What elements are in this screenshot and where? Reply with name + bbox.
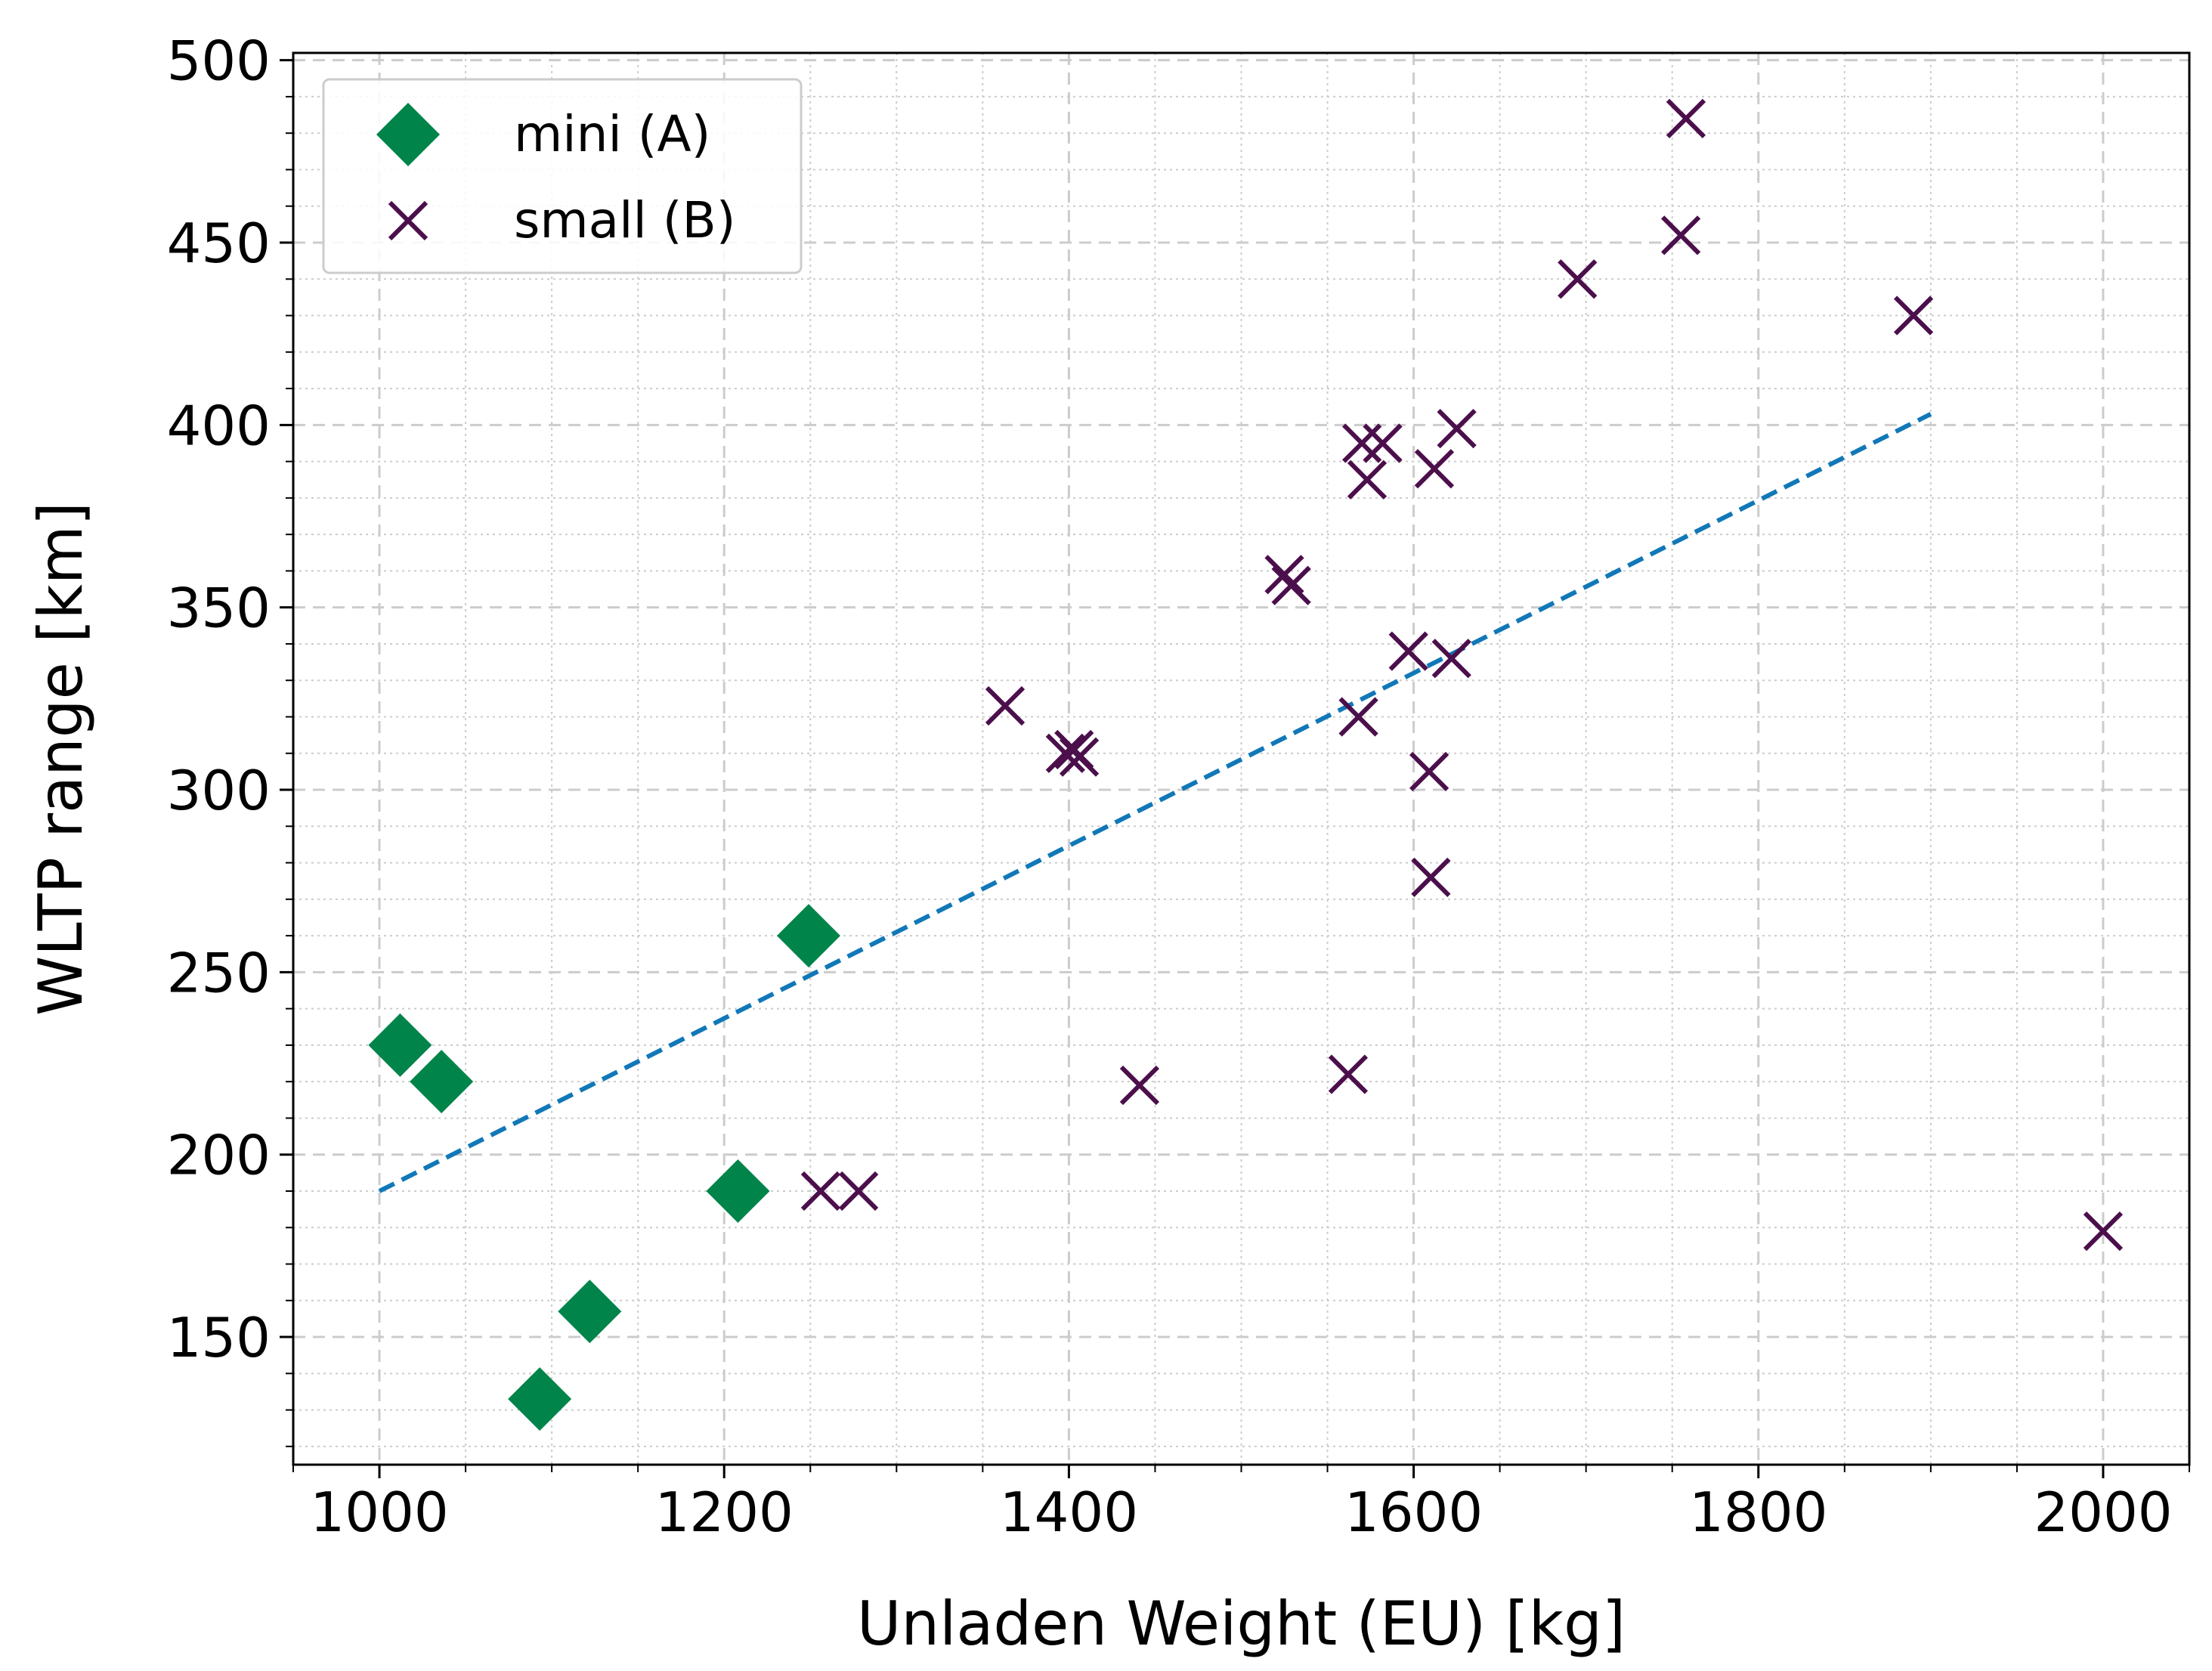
small-point bbox=[2083, 1211, 2124, 1252]
small-point bbox=[1666, 98, 1706, 139]
y-tick-label: 500 bbox=[167, 29, 271, 93]
legend: mini (A) small (B) bbox=[322, 78, 803, 274]
x-tick-label: 2000 bbox=[2034, 1481, 2172, 1544]
x-tick-label: 1000 bbox=[310, 1481, 448, 1544]
small-point bbox=[1437, 409, 1477, 449]
small-point bbox=[1388, 631, 1428, 671]
small-point bbox=[800, 1171, 841, 1211]
mini-point bbox=[368, 1013, 432, 1077]
trendline bbox=[378, 412, 1932, 1193]
small-point bbox=[1558, 259, 1598, 299]
y-tick-label: 250 bbox=[167, 941, 271, 1004]
mini-point bbox=[558, 1280, 622, 1344]
y-axis-label: WLTP range [km] bbox=[26, 502, 96, 1016]
legend-label-small: small (B) bbox=[514, 191, 736, 249]
x-tick-label: 1400 bbox=[1000, 1481, 1138, 1544]
data-points bbox=[368, 98, 2124, 1431]
y-tick-label: 150 bbox=[167, 1306, 271, 1369]
small-point bbox=[1119, 1065, 1160, 1106]
y-tick-label: 300 bbox=[167, 759, 271, 822]
x-tick-label: 1800 bbox=[1689, 1481, 1827, 1544]
legend-marker-mini bbox=[376, 103, 440, 166]
x-tick-label: 1600 bbox=[1344, 1481, 1483, 1544]
small-point bbox=[1328, 1054, 1369, 1094]
mini-point bbox=[410, 1050, 474, 1114]
small-point bbox=[1347, 460, 1388, 500]
small-point bbox=[1059, 737, 1100, 777]
mini-point bbox=[508, 1367, 572, 1431]
small-point bbox=[1338, 697, 1378, 737]
axis-ticks: 1000 1200 1400 1600 1800 2000 150 200 250 300 350 4… bbox=[167, 29, 2190, 1544]
trendline-layer bbox=[378, 412, 1932, 1193]
legend-label-mini: mini (A) bbox=[514, 105, 710, 163]
small-point bbox=[1893, 296, 1934, 336]
x-tick-label: 1200 bbox=[655, 1481, 794, 1544]
small-point bbox=[1661, 215, 1701, 255]
mini-point bbox=[706, 1159, 770, 1223]
small-point bbox=[1342, 423, 1382, 463]
y-tick-label: 200 bbox=[167, 1124, 271, 1187]
y-tick-label: 450 bbox=[167, 212, 271, 275]
small-point bbox=[985, 685, 1026, 726]
small-point bbox=[1409, 751, 1449, 792]
small-point bbox=[1045, 733, 1085, 773]
mini-point bbox=[776, 904, 840, 968]
y-tick-label: 350 bbox=[167, 577, 271, 640]
small-point bbox=[1271, 565, 1311, 605]
small-point bbox=[1411, 857, 1451, 897]
small-point bbox=[1264, 555, 1304, 595]
y-tick-label: 400 bbox=[167, 394, 271, 457]
small-point bbox=[839, 1171, 879, 1211]
small-point bbox=[1414, 449, 1455, 489]
legend-box bbox=[322, 78, 803, 274]
x-axis-label: Unladen Weight (EU) [kg] bbox=[857, 1589, 1626, 1659]
small-point bbox=[1363, 423, 1403, 463]
small-point bbox=[1431, 639, 1471, 679]
legend-marker-small bbox=[388, 200, 428, 241]
